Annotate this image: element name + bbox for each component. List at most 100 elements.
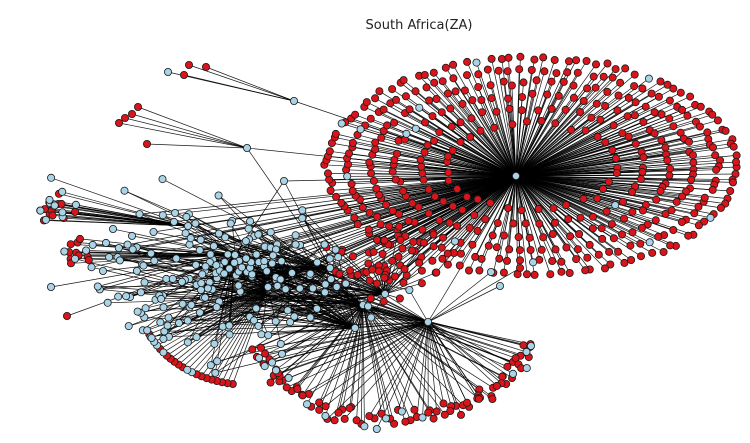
graph-node-blue bbox=[186, 234, 195, 243]
graph-node-red bbox=[475, 266, 484, 275]
graph-node-red bbox=[365, 208, 374, 217]
graph-node-red bbox=[399, 278, 408, 287]
graph-node-blue bbox=[168, 274, 177, 283]
graph-edge bbox=[515, 103, 598, 177]
graph-edge bbox=[356, 304, 364, 421]
graph-node-blue bbox=[206, 250, 215, 259]
graph-node-red bbox=[474, 394, 483, 403]
graph-node-blue bbox=[241, 237, 250, 246]
graph-edge bbox=[452, 150, 517, 177]
graph-node-red bbox=[424, 185, 433, 194]
graph-node-red bbox=[609, 121, 618, 130]
graph-node-red bbox=[323, 169, 332, 178]
graph-node-blue bbox=[252, 304, 261, 313]
graph-edge bbox=[275, 304, 364, 370]
graph-node-red bbox=[540, 67, 549, 76]
graph-edge bbox=[515, 154, 694, 177]
graph-edge bbox=[329, 175, 517, 269]
graph-node-red bbox=[345, 404, 354, 413]
graph-edge bbox=[515, 158, 616, 177]
graph-node-red bbox=[665, 171, 674, 180]
graph-node-red bbox=[492, 243, 501, 252]
graph-node-red bbox=[430, 136, 439, 145]
graph-node-blue bbox=[47, 282, 56, 291]
graph-edge bbox=[469, 136, 517, 177]
graph-node-blue bbox=[169, 217, 178, 226]
graph-node-blue bbox=[114, 292, 123, 301]
graph-node-red bbox=[508, 120, 517, 129]
graph-node-red bbox=[689, 151, 698, 160]
graph-edge bbox=[515, 175, 528, 275]
graph-node-red bbox=[636, 239, 645, 248]
graph-node-red bbox=[473, 195, 482, 204]
graph-node-red bbox=[367, 169, 376, 178]
graph-node-red bbox=[437, 243, 446, 252]
graph-edge bbox=[427, 321, 513, 379]
graph-node-red bbox=[473, 226, 482, 235]
graph-node-blue bbox=[230, 258, 239, 267]
graph-node-red bbox=[430, 78, 439, 87]
graph-edge bbox=[221, 286, 269, 383]
graph-node-blue bbox=[380, 289, 389, 298]
graph-node-blue bbox=[177, 277, 186, 286]
graph-edge bbox=[339, 175, 517, 275]
graph-edge bbox=[201, 286, 269, 377]
graph-node-red bbox=[618, 230, 627, 239]
graph-node-blue bbox=[182, 212, 191, 221]
graph-node-blue bbox=[105, 253, 114, 262]
graph-node-blue bbox=[313, 258, 322, 267]
graph-node-red bbox=[665, 96, 674, 105]
graph-node-red bbox=[405, 105, 414, 114]
graph-node-blue bbox=[295, 284, 304, 293]
graph-node-red bbox=[432, 95, 441, 104]
graph-node-red bbox=[572, 56, 581, 65]
graph-node-red bbox=[605, 247, 614, 256]
graph-node-red bbox=[521, 219, 530, 228]
graph-node-blue bbox=[308, 284, 317, 293]
graph-edge bbox=[354, 304, 364, 329]
graph-node-red bbox=[115, 119, 124, 128]
graph-edge bbox=[515, 175, 636, 187]
graph-node-blue bbox=[221, 233, 230, 242]
graph-edge bbox=[515, 129, 572, 177]
graph-edge bbox=[288, 321, 429, 379]
graph-node-red bbox=[410, 405, 419, 414]
graph-node-red bbox=[368, 265, 377, 274]
graph-edge bbox=[515, 175, 609, 183]
graph-edge bbox=[515, 175, 539, 210]
graph-node-red bbox=[418, 225, 427, 234]
graph-node-blue bbox=[114, 243, 123, 252]
graph-edge bbox=[515, 111, 655, 177]
graph-node-red bbox=[493, 219, 502, 228]
graph-node-red bbox=[503, 203, 512, 212]
graph-node-red bbox=[663, 156, 672, 165]
graph-node-red bbox=[379, 297, 388, 306]
graph-node-red bbox=[638, 167, 647, 176]
graph-node-red bbox=[420, 71, 429, 80]
graph-edge bbox=[427, 321, 457, 407]
graph-node-blue bbox=[290, 312, 299, 321]
graph-node-red bbox=[552, 69, 561, 78]
graph-edge bbox=[362, 304, 480, 400]
graph-node-red bbox=[677, 217, 686, 226]
graph-node-blue bbox=[331, 245, 340, 254]
graph-node-red bbox=[330, 416, 339, 425]
graph-node-blue bbox=[187, 300, 196, 309]
graph-node-red bbox=[583, 253, 592, 262]
graph-node-red bbox=[365, 158, 374, 167]
graph-edge bbox=[362, 304, 480, 390]
graph-node-red bbox=[414, 203, 423, 212]
graph-edge bbox=[515, 175, 540, 224]
graph-node-red bbox=[445, 218, 454, 227]
graph-node-red bbox=[422, 83, 431, 92]
graph-edge bbox=[362, 304, 387, 419]
graph-edge bbox=[480, 130, 517, 177]
graph-node-red bbox=[596, 115, 605, 124]
graph-edge bbox=[166, 286, 269, 356]
graph-node-red bbox=[732, 151, 741, 160]
graph-node-blue bbox=[212, 303, 221, 312]
graph-node-red bbox=[627, 255, 636, 264]
graph-edge bbox=[258, 304, 364, 359]
graph-node-red bbox=[547, 77, 556, 86]
graph-node-red bbox=[334, 408, 343, 417]
